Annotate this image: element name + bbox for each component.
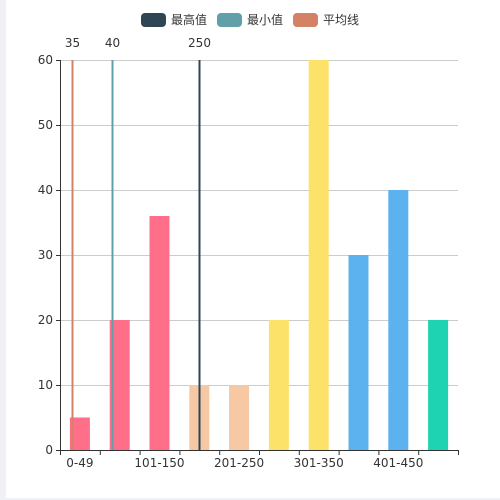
x-tick-label: 401-450: [373, 456, 423, 470]
y-tick-label: 40: [38, 183, 53, 197]
bar-451-500[interactable]: [428, 320, 449, 450]
legend-swatch-min: [216, 12, 242, 27]
bar-201-250[interactable]: [229, 385, 250, 450]
legend-item-average[interactable]: 平均线: [293, 11, 359, 28]
bar-301-350[interactable]: [308, 60, 329, 450]
bar-351-400[interactable]: [348, 255, 369, 450]
bar-101-150[interactable]: [149, 216, 170, 450]
mark-line-label: 35: [65, 36, 80, 50]
legend-item-max[interactable]: 最高值: [140, 11, 207, 28]
y-tick-label: 20: [38, 313, 53, 327]
mark-line-label: 40: [105, 36, 120, 50]
chart-legend: 最高值 最小值 平均线: [0, 11, 500, 28]
y-tick-label: 50: [38, 118, 53, 132]
x-tick-label: 201-250: [214, 456, 264, 470]
bar-251-300[interactable]: [268, 320, 289, 450]
x-tick-label: 301-350: [294, 456, 344, 470]
legend-label-average: 平均线: [323, 13, 360, 27]
y-tick-label: 30: [38, 248, 53, 262]
bar-401-450[interactable]: [388, 190, 409, 450]
legend-swatch-max: [140, 12, 166, 27]
y-tick-label: 0: [45, 443, 53, 457]
legend-label-min: 最小值: [246, 13, 283, 27]
legend-item-min[interactable]: 最小值: [216, 11, 283, 28]
left-edge-strip: [0, 0, 6, 500]
bar-50-100[interactable]: [109, 320, 130, 450]
y-tick-label: 60: [38, 53, 53, 67]
bar-0-49[interactable]: [69, 417, 90, 451]
legend-label-max: 最高值: [170, 13, 207, 27]
bottom-edge-strip: [0, 498, 500, 500]
mark-line-label: 250: [188, 36, 211, 50]
legend-swatch-average: [293, 12, 318, 27]
x-tick-label: 0-49: [66, 456, 93, 470]
y-tick-label: 10: [38, 378, 53, 392]
x-tick-label: 101-150: [134, 456, 184, 470]
